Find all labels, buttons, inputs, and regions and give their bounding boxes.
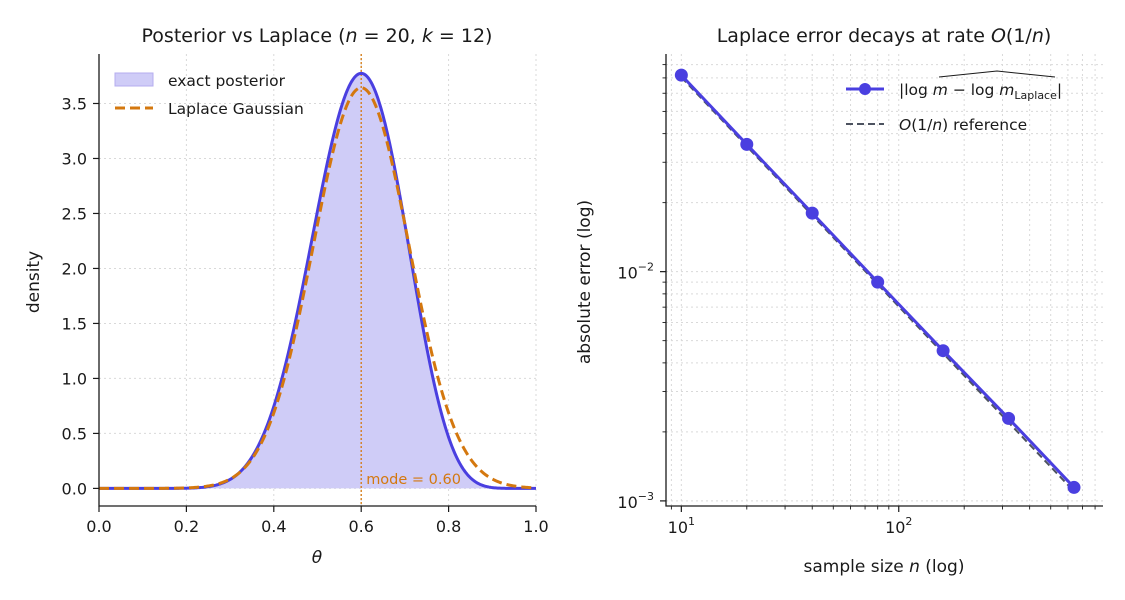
legend-label-error: |log m − log mLaplace| [899,81,1062,102]
legend-label-reference: O(1/n) reference [899,116,1027,134]
left-y-tick-label: 0.5 [62,424,87,443]
right-chart-title: Laplace error decays at rate O(1/n) [717,25,1052,47]
right-y-ticks: 10−2 10−3 [617,64,666,512]
error-data-point [805,206,819,220]
left-x-tick-label: 0.2 [174,517,199,536]
legend-label-laplace-gaussian: Laplace Gaussian [168,100,304,118]
left-x-tick-label: 1.0 [523,517,548,536]
error-data-point [936,344,950,358]
left-y-ticks: 0.0 0.5 1.0 1.5 2.0 2.5 3.0 3.5 [62,94,99,498]
laplace-gaussian-line [99,86,536,490]
error-markers [674,68,1081,494]
left-x-tick-label: 0.6 [348,517,373,536]
right-x-tick-label: 102 [885,515,912,537]
legend-marker-error [859,83,871,95]
right-legend: |log m − log mLaplace| O(1/n) reference [846,70,1062,134]
legend-hat-mark [938,70,1056,78]
posterior-fill-area [99,73,536,489]
left-y-tick-label: 0.0 [62,479,87,498]
left-y-tick-label: 1.5 [62,314,87,333]
exact-posterior-line [99,71,536,490]
left-x-tick-label: 0.0 [86,517,111,536]
error-data-point [740,137,754,151]
right-y-tick-label: 10−2 [617,261,654,283]
right-x-ticks: 101 102 [668,506,1096,537]
right-x-axis-label: sample size n (log) [804,557,965,577]
error-data-point [871,275,885,289]
left-legend: exact posterior Laplace Gaussian [114,72,304,118]
left-y-tick-label: 2.0 [62,259,87,278]
error-data-point [1002,411,1016,425]
left-y-axis-label: density [24,251,44,313]
left-x-tick-label: 0.8 [436,517,461,536]
left-y-tick-label: 2.5 [62,204,87,223]
error-data-point [674,68,688,82]
right-gridlines [666,54,1103,506]
left-x-tick-label: 0.4 [261,517,286,536]
legend-swatch-exact-posterior [114,72,154,87]
left-y-tick-label: 3.0 [62,149,87,168]
right-y-tick-label: 10−3 [617,490,654,512]
left-x-axis-label: θ [312,548,323,568]
right-y-axis-label: absolute error (log) [575,200,595,364]
right-x-tick-label: 101 [668,515,695,537]
left-y-tick-label: 1.0 [62,369,87,388]
left-x-ticks: 0.0 0.2 0.4 0.6 0.8 1.0 [86,506,549,536]
left-y-tick-label: 3.5 [62,94,87,113]
right-axes-spines [665,54,1103,507]
mode-annotation: mode = 0.60 [366,472,461,488]
right-chart: Laplace error decays at rate O(1/n) 101 1… [575,25,1103,577]
legend-label-exact-posterior: exact posterior [168,72,286,90]
left-chart-title: Posterior vs Laplace (n = 20, k = 12) [142,25,493,47]
error-data-point [1067,480,1081,494]
left-chart: Posterior vs Laplace (n = 20, k = 12) mo… [24,25,549,568]
